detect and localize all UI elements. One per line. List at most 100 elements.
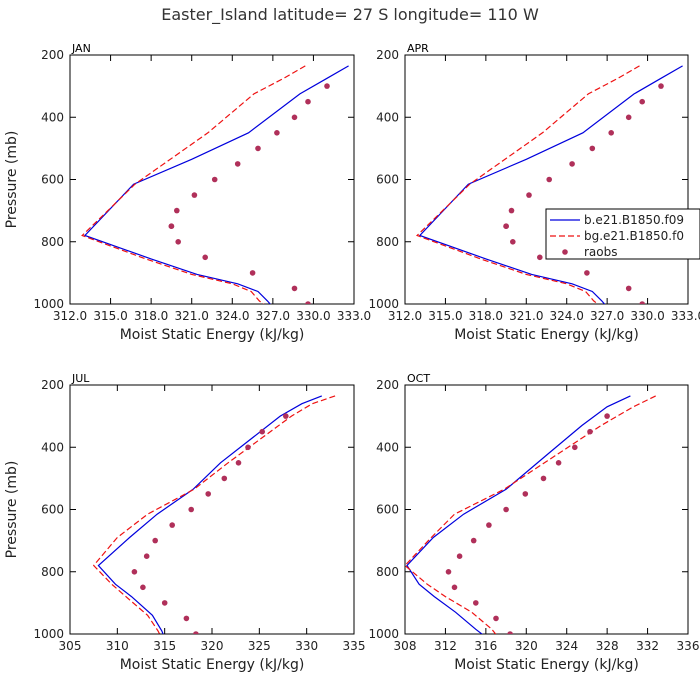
x-tick-label: 312.0 bbox=[53, 309, 87, 323]
series-line-model2 bbox=[405, 395, 656, 634]
y-axis-title: Pressure (mb) bbox=[4, 131, 20, 229]
raobs-point bbox=[324, 83, 330, 89]
panel-data bbox=[92, 395, 336, 634]
y-tick-label: 200 bbox=[376, 378, 399, 392]
raobs-point bbox=[445, 569, 452, 575]
raobs-point bbox=[205, 491, 211, 497]
y-tick-label: 1000 bbox=[33, 627, 64, 641]
panel-label: APR bbox=[407, 42, 429, 55]
x-axis-title: Moist Static Energy (kJ/kg) bbox=[454, 327, 639, 343]
raobs-point bbox=[305, 301, 311, 304]
raobs-point bbox=[188, 506, 194, 513]
panel-label: OCT bbox=[407, 372, 430, 385]
y-tick-label: 600 bbox=[41, 173, 64, 187]
plot-frame bbox=[69, 384, 355, 635]
raobs-point bbox=[175, 239, 181, 245]
series-line-model1 bbox=[83, 65, 349, 304]
plot-frame bbox=[404, 384, 689, 635]
raobs-point bbox=[486, 522, 492, 528]
raobs-point bbox=[161, 600, 168, 606]
y-tick-label: 200 bbox=[41, 48, 64, 62]
raobs-point bbox=[625, 285, 632, 292]
panel-data bbox=[405, 395, 656, 634]
raobs-point bbox=[508, 207, 515, 214]
y-tick-label: 800 bbox=[41, 565, 64, 579]
x-tick-label: 324 bbox=[555, 639, 578, 653]
series-line-model2 bbox=[81, 65, 306, 304]
y-tick-label: 1000 bbox=[368, 297, 399, 311]
raobs-point bbox=[221, 475, 228, 482]
x-tick-label: 324.0 bbox=[550, 309, 584, 323]
raobs-point bbox=[587, 428, 593, 435]
raobs-point bbox=[639, 98, 645, 105]
raobs-point bbox=[174, 207, 180, 214]
raobs-point bbox=[473, 600, 479, 606]
x-tick-label: 336 bbox=[677, 639, 700, 653]
raobs-point bbox=[526, 192, 532, 198]
raobs-point bbox=[572, 444, 578, 451]
x-tick-label: 325 bbox=[248, 639, 271, 653]
y-tick-label: 600 bbox=[376, 173, 399, 187]
panel-jul: JUL 305 310 315 320 325 330 335 200 400 600 800 1000… bbox=[4, 372, 365, 673]
x-tick-label: 332 bbox=[636, 639, 659, 653]
raobs-point bbox=[510, 239, 516, 245]
raobs-point bbox=[522, 491, 529, 497]
x-tick-label: 320 bbox=[515, 639, 538, 653]
series-line-model2 bbox=[415, 65, 640, 304]
raobs-point bbox=[143, 553, 150, 559]
series-line-model1 bbox=[418, 65, 683, 304]
raobs-point bbox=[291, 285, 298, 292]
x-tick-label: 320 bbox=[201, 639, 224, 653]
raobs-point bbox=[168, 223, 175, 229]
raobs-point bbox=[249, 270, 256, 276]
y-tick-label: 800 bbox=[41, 235, 64, 249]
x-tick-label: 312.0 bbox=[388, 309, 422, 323]
raobs-point bbox=[202, 254, 208, 261]
raobs-point bbox=[658, 83, 664, 89]
raobs-point bbox=[537, 254, 543, 261]
y-tick-label: 400 bbox=[376, 110, 399, 124]
panel-jan: JAN 312.0 315.0 318.0 321.0 324.0 327.0 330.0 33… bbox=[4, 42, 371, 343]
x-tick-label: 310 bbox=[106, 639, 129, 653]
raobs-point bbox=[546, 176, 552, 183]
raobs-point bbox=[259, 428, 266, 435]
raobs-point bbox=[235, 460, 242, 466]
y-tick-label: 800 bbox=[376, 565, 399, 579]
y-tick-label: 400 bbox=[376, 440, 399, 454]
x-tick-label: 316 bbox=[474, 639, 497, 653]
panel-label: JUL bbox=[71, 372, 90, 385]
panel-label: JAN bbox=[71, 42, 91, 55]
raobs-point bbox=[608, 130, 614, 136]
raobs-point bbox=[503, 506, 509, 513]
x-tick-label: 327.0 bbox=[590, 309, 624, 323]
raobs-point bbox=[625, 114, 632, 121]
series-line-model1 bbox=[97, 395, 323, 634]
raobs-point bbox=[234, 161, 241, 167]
y-tick-label: 400 bbox=[41, 440, 64, 454]
raobs-point bbox=[305, 98, 311, 105]
y-tick-label: 600 bbox=[41, 503, 64, 517]
raobs-point bbox=[604, 413, 610, 419]
y-tick-label: 600 bbox=[376, 503, 399, 517]
raobs-point bbox=[255, 145, 261, 152]
raobs-point bbox=[274, 130, 280, 136]
raobs-point bbox=[183, 615, 190, 622]
x-tick-label: 315.0 bbox=[428, 309, 462, 323]
legend: b.e21.B1850.f09 bg.e21.B1850.f0 raobs bbox=[545, 208, 700, 260]
raobs-point bbox=[211, 176, 218, 183]
x-tick-label: 305 bbox=[59, 639, 82, 653]
panel-oct: OCT 308 312 316 320 324 328 332 336 200 400 600 800 1… bbox=[368, 372, 699, 673]
raobs-point bbox=[245, 444, 251, 451]
raobs-point bbox=[503, 223, 509, 229]
x-tick-label: 327.0 bbox=[256, 309, 290, 323]
x-tick-label: 315.0 bbox=[93, 309, 127, 323]
raobs-point bbox=[283, 413, 289, 419]
legend-label: b.e21.B1850.f09 bbox=[584, 213, 684, 227]
legend-box bbox=[545, 208, 700, 260]
x-tick-label: 324.0 bbox=[215, 309, 249, 323]
raobs-point bbox=[193, 631, 199, 634]
legend-label: bg.e21.B1850.f0 bbox=[584, 229, 684, 243]
x-tick-label: 328 bbox=[596, 639, 619, 653]
x-tick-label: 312 bbox=[434, 639, 457, 653]
